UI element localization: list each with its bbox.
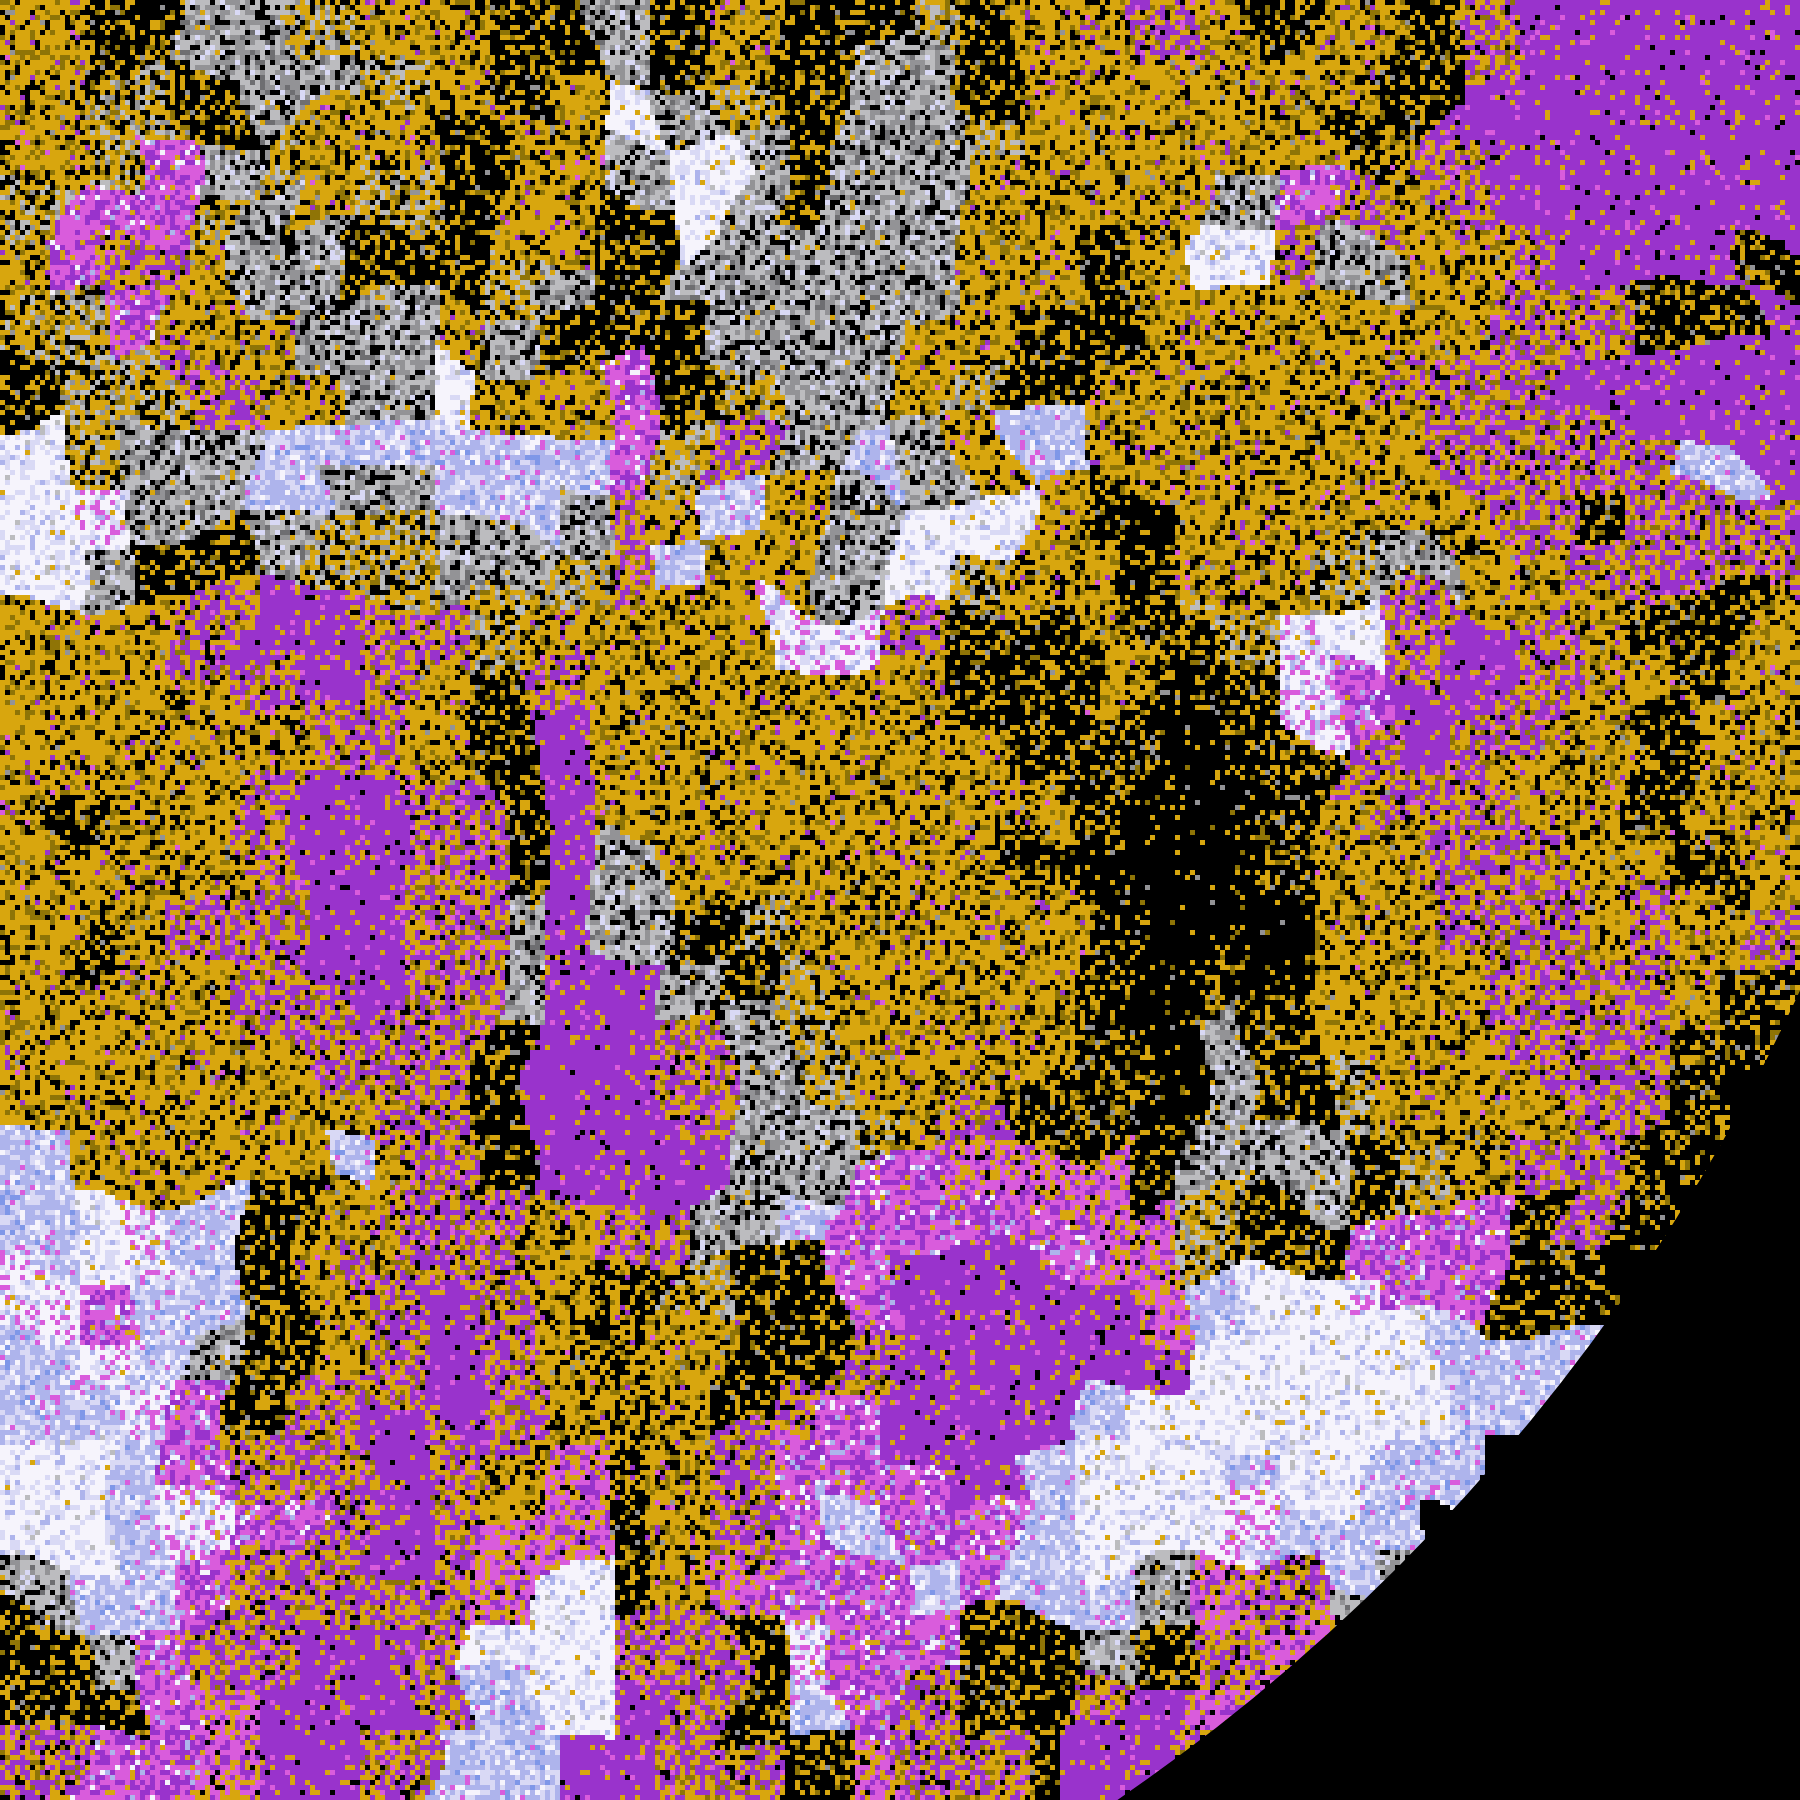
satellite-view: [0, 0, 1800, 1800]
satellite-image-canvas: [0, 0, 1800, 1800]
